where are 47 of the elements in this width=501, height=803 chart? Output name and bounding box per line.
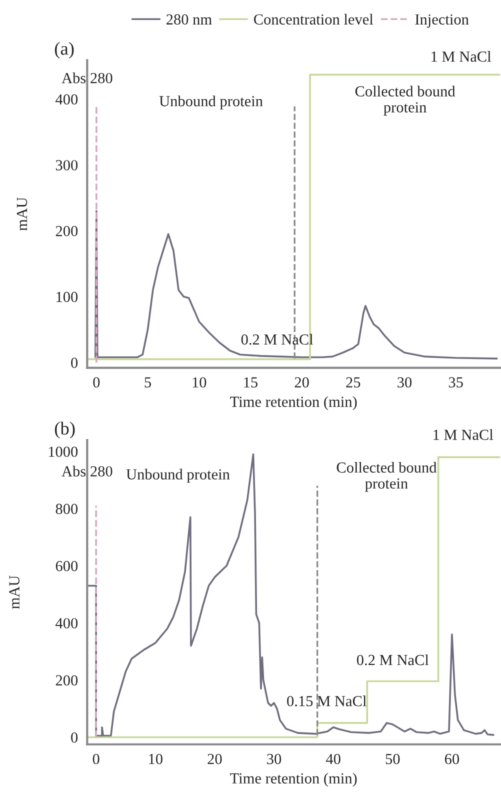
y-tick-label: 200 [56, 675, 78, 686]
x-tick-label: 0 [92, 754, 100, 764]
y-tick-label: 200 [56, 226, 78, 236]
x-tick-label: 20 [294, 377, 309, 388]
y-tick-label: 300 [56, 160, 78, 170]
y-tick-label: 0 [71, 358, 78, 368]
legend-label: 280 nm [166, 14, 212, 25]
y-axis-title: mAU [16, 197, 28, 231]
annotation: 1 M NaCl [432, 50, 492, 62]
annotation: Collected bound protein [336, 462, 437, 492]
x-tick-label: 25 [346, 377, 360, 388]
x-tick-label: 20 [208, 754, 222, 764]
x-axis-title: Time retention (min) [230, 396, 357, 410]
x-tick-label: 5 [144, 377, 151, 388]
x-tick-label: 50 [386, 754, 400, 764]
annotation: Unbound protein [126, 468, 230, 483]
chart-title: (b) [54, 422, 75, 438]
annotation: Unbound protein [159, 96, 263, 110]
chart-title: (a) [54, 42, 74, 59]
y-tick-label: 400 [56, 94, 78, 105]
annotation: Abs 280 [62, 466, 112, 477]
annotation: 0.2 M NaCl [356, 654, 429, 666]
x-tick-label: 30 [267, 754, 282, 764]
annotation: 0.2 M NaCl [241, 334, 314, 345]
y-tick-label: 400 [56, 618, 78, 628]
x-tick-label: 35 [448, 377, 463, 388]
x-tick-label: 15 [244, 377, 258, 388]
annotation: Abs 280 [62, 72, 112, 84]
annotation: Collected bound protein [355, 86, 456, 116]
y-tick-label: 100 [56, 292, 78, 302]
y-axis-title: mAU [9, 576, 20, 609]
y-tick-label: 1000 [48, 446, 78, 457]
legend-label: Concentration level [254, 14, 374, 25]
x-tick-label: 60 [444, 754, 460, 764]
y-tick-label: 0 [71, 732, 78, 743]
x-tick-label: 40 [326, 754, 340, 764]
y-tick-label: 800 [56, 504, 78, 514]
x-tick-label: 30 [398, 377, 412, 388]
x-tick-label: 10 [192, 377, 206, 388]
x-axis-title: Time retention (min) [230, 772, 357, 787]
legend-label: Injection [415, 14, 469, 28]
text: 1 M NaCl [434, 429, 494, 440]
x-tick-label: 10 [149, 754, 162, 764]
x-tick-label: 0 [93, 377, 100, 388]
annotation: 0.15 M NaCl [287, 696, 366, 706]
y-tick-label: 600 [56, 560, 78, 572]
line-series [94, 210, 498, 360]
